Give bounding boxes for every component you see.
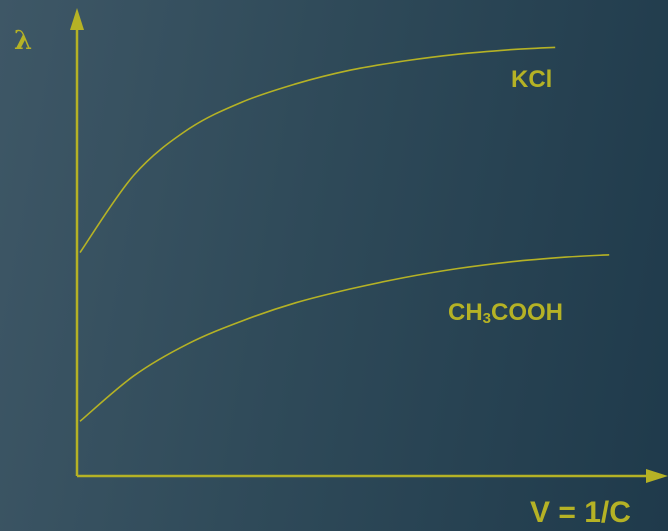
series-line-1 (79, 254, 610, 422)
x-axis-arrow-icon (646, 469, 668, 483)
x-axis-label: V = 1/C (530, 496, 631, 529)
series-label-kcl-text: KCl (511, 66, 553, 93)
y-axis-label: λ (14, 26, 33, 56)
series-label-ch3cooh-after: COOH (491, 299, 564, 326)
series-label-ch3cooh: CH3COOH (448, 299, 563, 327)
series-label-ch3cooh-text: CH (448, 299, 483, 326)
y-axis-arrow-icon (70, 8, 84, 30)
series-label-ch3cooh-sub: 3 (482, 310, 492, 327)
series-label-kcl: KCl (511, 66, 552, 94)
series-layer (79, 46, 610, 422)
series-line-0 (79, 46, 556, 254)
